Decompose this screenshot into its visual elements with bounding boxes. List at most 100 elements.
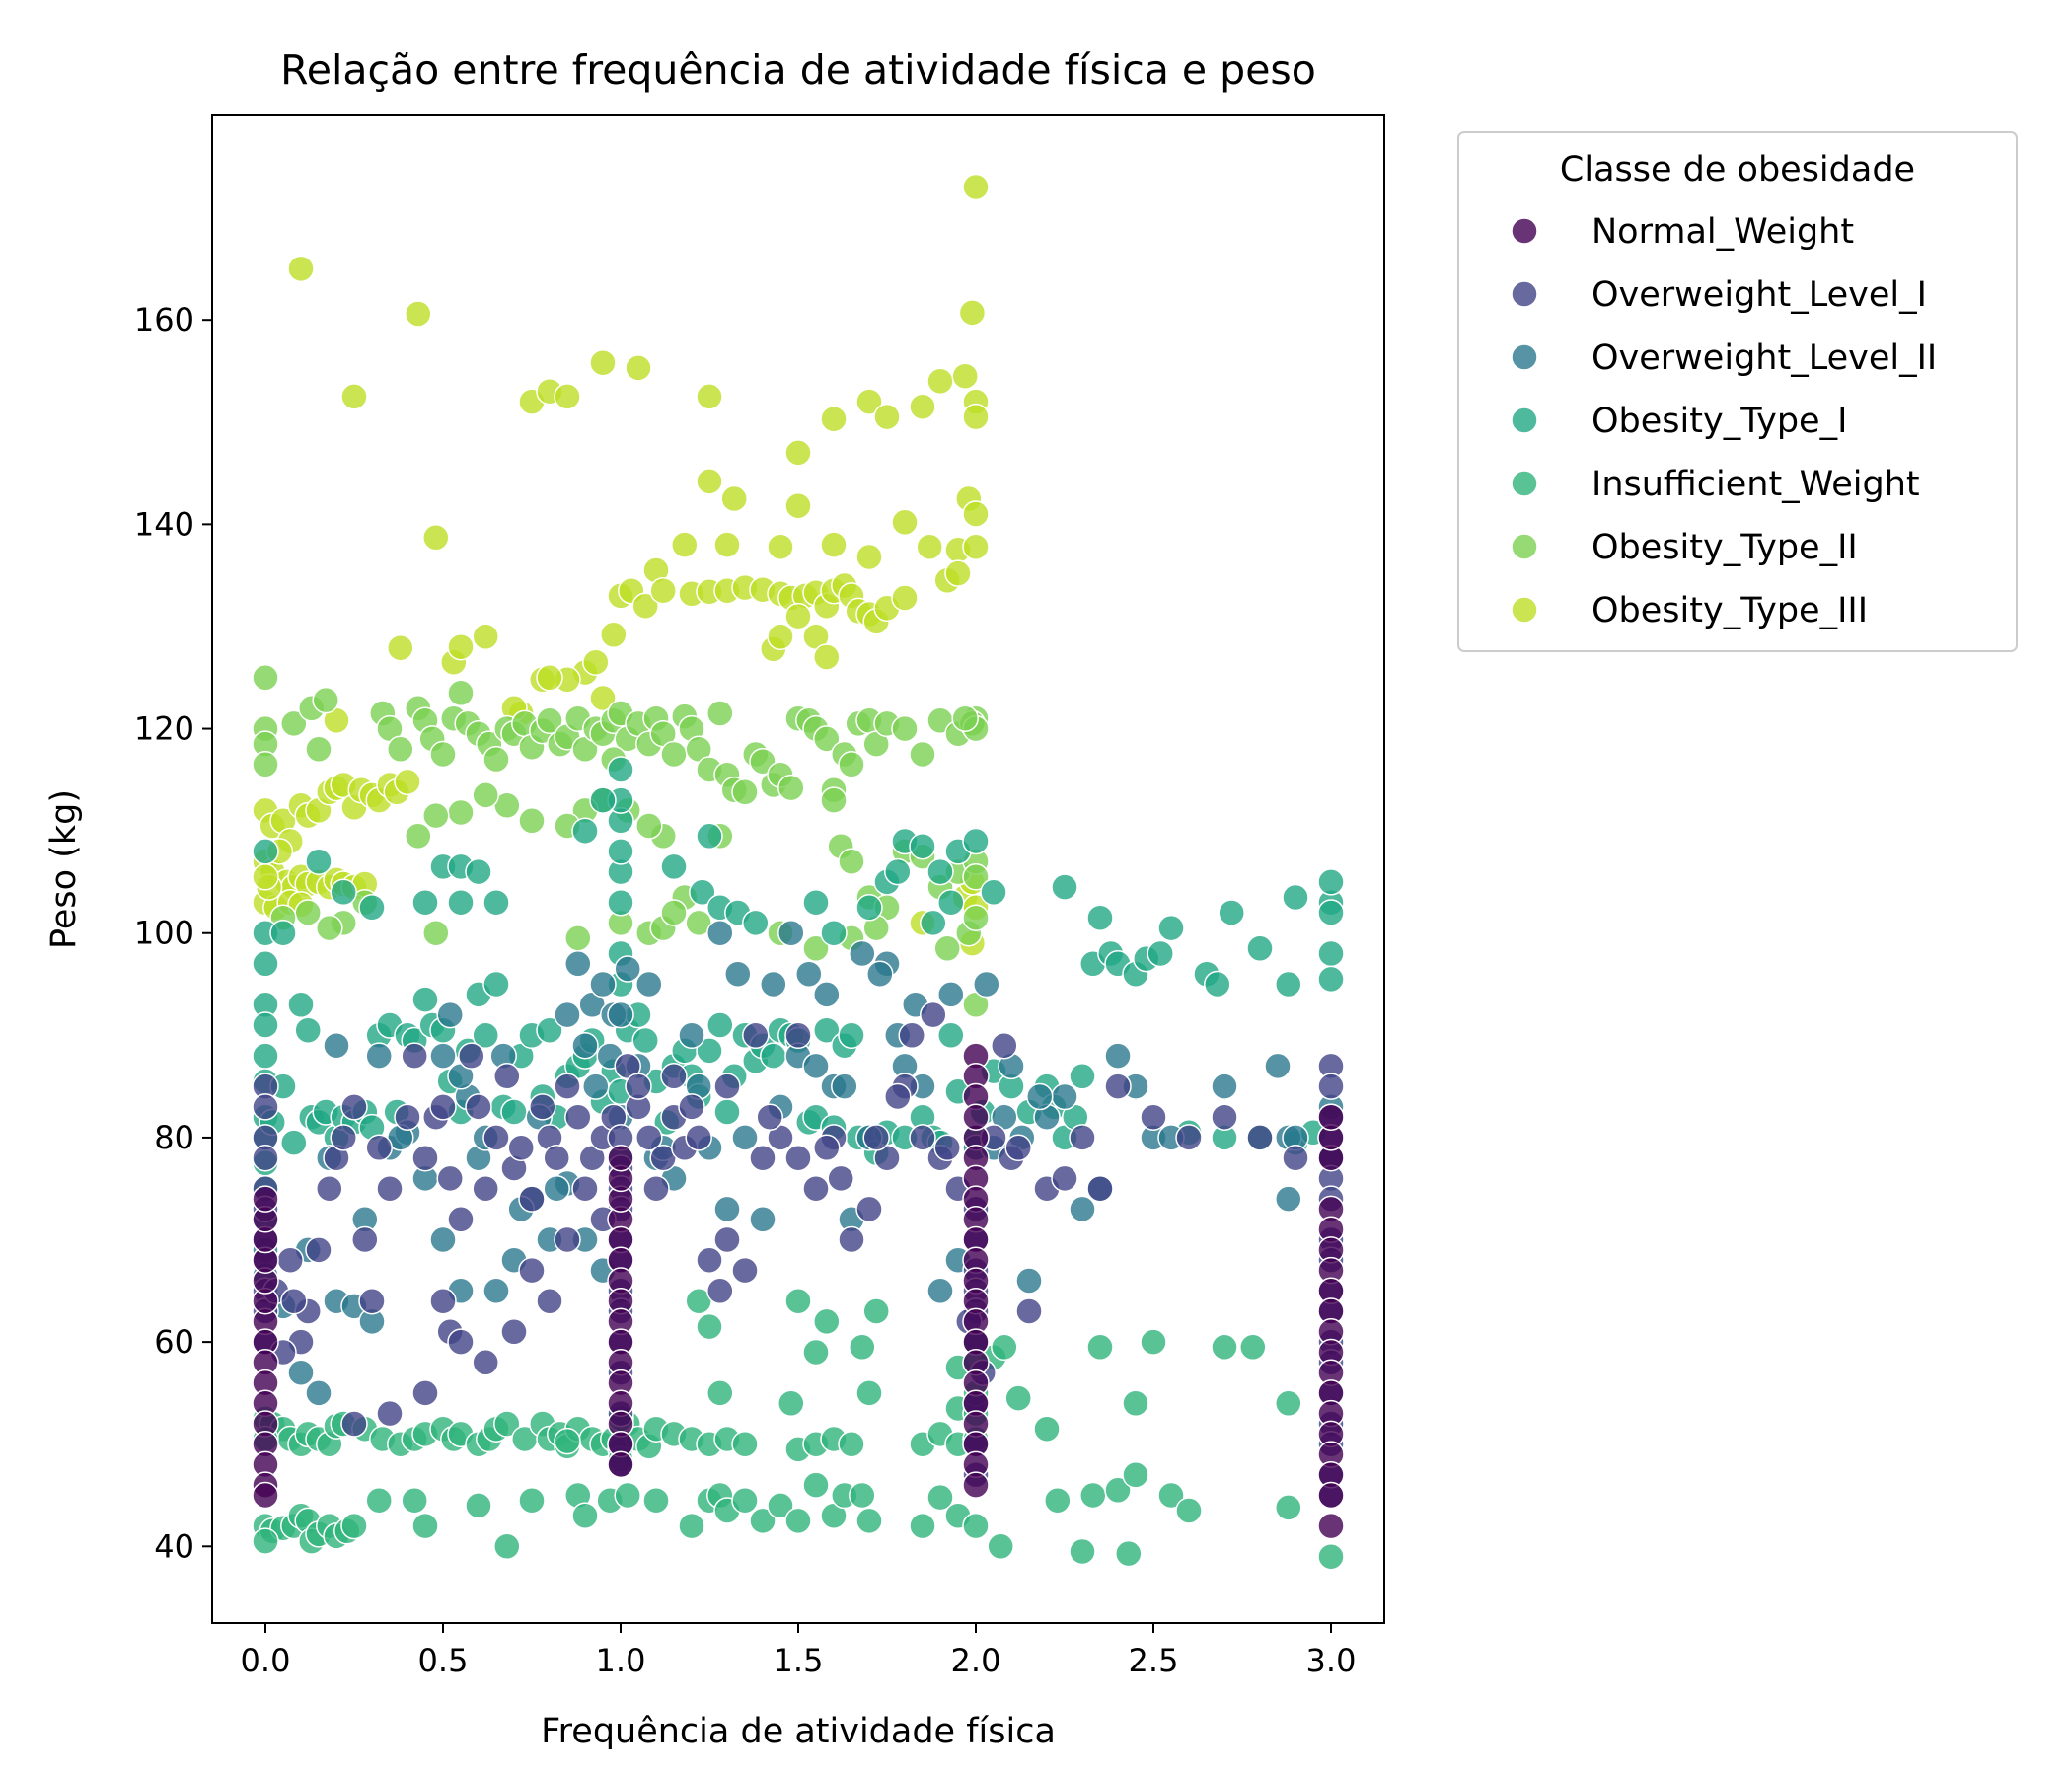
data-point [962, 1471, 990, 1499]
data-point [1317, 1103, 1345, 1131]
data-point [784, 1287, 812, 1315]
data-point [269, 919, 297, 947]
data-point [962, 863, 990, 891]
data-point [607, 1450, 634, 1479]
y-tick-label: 60 [154, 1323, 194, 1361]
data-point [855, 1507, 883, 1535]
data-point [1317, 899, 1345, 926]
data-point [1026, 1082, 1054, 1111]
data-point [571, 1031, 599, 1060]
data-point [962, 904, 990, 931]
data-point [422, 801, 450, 830]
data-point [252, 1481, 279, 1510]
data-point [482, 888, 510, 917]
data-point [926, 367, 954, 396]
data-point [316, 914, 343, 942]
data-point [742, 909, 770, 937]
data-point [280, 1287, 308, 1315]
data-point [909, 393, 936, 420]
legend-marker [1511, 470, 1538, 497]
data-point [625, 1073, 652, 1100]
x-tick-label: 1.0 [596, 1642, 646, 1679]
data-point [813, 643, 841, 671]
data-point [493, 1410, 521, 1438]
data-point [973, 970, 1000, 999]
data-point [731, 1430, 759, 1458]
data-point [831, 1073, 858, 1100]
data-point [1051, 873, 1078, 901]
data-point [937, 888, 965, 917]
legend-label: Insufficient_Weight [1591, 465, 1920, 504]
data-point [937, 1021, 965, 1050]
data-point [1033, 1415, 1061, 1443]
data-point [1004, 1134, 1032, 1162]
data-point [536, 1016, 563, 1044]
data-point [1246, 934, 1274, 963]
data-point [305, 1236, 333, 1264]
data-point [543, 1174, 570, 1203]
data-point [838, 1225, 865, 1254]
data-point [429, 1042, 457, 1070]
data-point [280, 709, 308, 738]
data-point [813, 981, 841, 1008]
data-point [1275, 1494, 1302, 1521]
data-point [827, 1164, 854, 1193]
data-point [813, 1307, 841, 1336]
data-point [962, 403, 990, 431]
data-point [411, 888, 439, 917]
data-point [365, 1042, 393, 1070]
data-point [305, 1379, 333, 1407]
y-tick-label: 160 [134, 301, 194, 338]
data-point [696, 1246, 723, 1274]
data-point [909, 740, 936, 769]
data-point [387, 633, 414, 662]
data-point [1086, 1174, 1114, 1203]
data-point [720, 484, 748, 513]
data-point [429, 1287, 457, 1315]
data-point [1044, 1486, 1072, 1515]
y-axis-ticks: 40 60 80 100 120 140 160 [134, 301, 212, 1565]
x-tick-label: 2.0 [951, 1642, 1001, 1679]
data-point [252, 1011, 279, 1039]
data-point [944, 559, 972, 587]
data-point [713, 531, 741, 558]
data-point [962, 173, 990, 201]
data-point [287, 991, 315, 1019]
data-point [1211, 1103, 1238, 1131]
data-point [507, 1134, 535, 1162]
data-point [1275, 970, 1302, 999]
data-point [1317, 1073, 1345, 1100]
data-point [784, 1144, 812, 1172]
data-point [465, 1093, 492, 1121]
data-point [625, 354, 652, 382]
data-point [1317, 1512, 1345, 1540]
data-point [340, 1093, 368, 1121]
data-point [543, 1144, 570, 1172]
data-point [436, 1000, 464, 1029]
data-point [777, 774, 805, 802]
data-point [589, 348, 617, 377]
data-point [849, 1333, 876, 1362]
data-point [706, 1011, 734, 1039]
data-point [447, 1206, 475, 1233]
data-point [962, 533, 990, 560]
data-point [571, 817, 599, 845]
data-point [760, 970, 787, 999]
data-point [1069, 1124, 1096, 1151]
legend: Classe de obesidade Normal_Weight Overwei… [1457, 131, 2018, 652]
data-point [696, 383, 723, 410]
data-point [1004, 1384, 1032, 1412]
data-point [862, 1297, 890, 1325]
data-point [731, 1256, 759, 1285]
data-point [920, 1000, 947, 1029]
y-tick-label: 100 [134, 915, 194, 952]
data-point [447, 888, 475, 917]
data-point [855, 894, 883, 922]
data-point [849, 939, 876, 968]
data-point [784, 491, 812, 520]
data-point [447, 1328, 475, 1356]
data-point [706, 1277, 734, 1305]
data-point [401, 1042, 428, 1070]
data-point [405, 300, 432, 328]
